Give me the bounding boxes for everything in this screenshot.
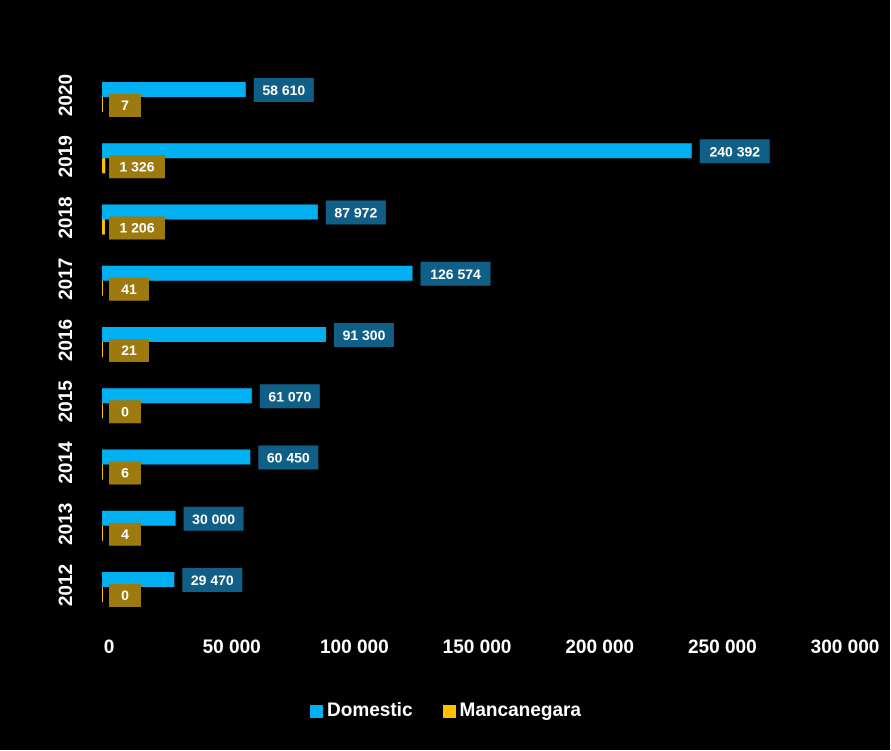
data-label-bg-mancanegara-2013 — [109, 522, 141, 546]
data-label-domestic-2012: 29 470 — [191, 572, 234, 588]
data-label-domestic-2013: 30 000 — [192, 511, 235, 527]
data-label-bg-mancanegara-2012 — [109, 584, 141, 607]
bar-domestic-2019 — [102, 143, 692, 159]
data-label-bg-domestic-2017 — [420, 261, 491, 286]
bar-domestic-2014 — [102, 449, 251, 465]
category-label-2014: 2014 — [56, 441, 77, 484]
category-label-2020: 2020 — [56, 74, 77, 116]
data-label-domestic-2020: 58 610 — [262, 82, 305, 98]
bar-mancanegara-2016 — [102, 342, 103, 357]
data-label-bg-domestic-2014 — [258, 445, 319, 470]
x-tick-label-5: 250 000 — [688, 637, 757, 658]
category-label-2016: 2016 — [56, 319, 77, 361]
data-label-mancanegara-2016: 21 — [121, 342, 137, 358]
data-label-mancanegara-2013: 4 — [121, 526, 129, 542]
data-label-bg-domestic-2013 — [183, 506, 244, 531]
data-label-mancanegara-2018: 1 206 — [119, 220, 154, 236]
bar-mancanegara-2015 — [102, 403, 103, 419]
category-label-2012: 2012 — [56, 564, 77, 606]
bar-domestic-2018 — [102, 204, 318, 220]
bar-mancanegara-2013 — [102, 525, 103, 541]
x-tick-label-2: 100 000 — [320, 637, 389, 658]
data-label-bg-mancanegara-2015 — [109, 400, 141, 424]
data-label-bg-domestic-2012 — [182, 568, 243, 592]
data-label-bg-domestic-2020 — [253, 78, 314, 102]
bar-mancanegara-2020 — [102, 97, 103, 112]
bar-mancanegara-2017 — [102, 280, 103, 296]
bar-mancanegara-2012 — [102, 587, 103, 602]
data-label-domestic-2019: 240 392 — [709, 143, 760, 159]
x-tick-label-3: 150 000 — [443, 637, 512, 658]
data-label-domestic-2017: 126 574 — [430, 266, 481, 282]
bar-mancanegara-2019 — [102, 158, 106, 174]
legend-label-mancanegara: Mancanegara — [459, 700, 581, 721]
bar-domestic-2015 — [102, 388, 252, 404]
data-label-mancanegara-2015: 0 — [121, 403, 129, 419]
x-tick-label-0: 0 — [104, 637, 115, 658]
legend-swatch-mancanegara — [442, 704, 456, 718]
data-label-mancanegara-2017: 41 — [121, 281, 137, 297]
data-label-mancanegara-2020: 7 — [121, 97, 129, 113]
x-tick-label-6: 300 000 — [811, 637, 880, 658]
data-label-mancanegara-2012: 0 — [121, 587, 129, 603]
data-label-domestic-2014: 60 450 — [267, 450, 310, 466]
data-label-bg-mancanegara-2016 — [109, 339, 149, 362]
legend-item-domestic: Domestic — [310, 700, 413, 722]
legend-item-mancanegara: Mancanegara — [442, 700, 581, 722]
x-tick-label-4: 200 000 — [565, 637, 634, 658]
data-label-mancanegara-2019: 1 326 — [119, 158, 154, 174]
data-label-mancanegara-2014: 6 — [121, 465, 129, 481]
x-tick-label-1: 50 000 — [203, 637, 261, 658]
data-label-bg-domestic-2015 — [259, 384, 320, 409]
data-label-bg-mancanegara-2017 — [109, 277, 149, 301]
legend-swatch-domestic — [310, 704, 323, 718]
data-label-bg-mancanegara-2020 — [109, 94, 141, 117]
bar-domestic-2017 — [102, 265, 413, 281]
data-label-bg-mancanegara-2018 — [109, 216, 165, 240]
data-label-domestic-2018: 87 972 — [334, 205, 377, 221]
bar-domestic-2016 — [102, 327, 326, 342]
data-label-bg-domestic-2019 — [699, 139, 770, 164]
bar-domestic-2012 — [102, 572, 175, 587]
bar-mancanegara-2014 — [102, 464, 103, 480]
data-label-bg-domestic-2018 — [325, 200, 386, 225]
category-label-2017: 2017 — [56, 258, 77, 300]
data-label-domestic-2016: 91 300 — [343, 327, 386, 343]
category-label-2019: 2019 — [56, 135, 77, 177]
bar-domestic-2020 — [102, 82, 246, 97]
category-label-2018: 2018 — [56, 196, 77, 238]
legend-label-domestic: Domestic — [327, 700, 413, 721]
data-label-bg-mancanegara-2019 — [109, 155, 165, 179]
data-label-bg-domestic-2016 — [333, 323, 394, 347]
data-label-bg-mancanegara-2014 — [109, 461, 141, 485]
category-label-2013: 2013 — [56, 503, 77, 545]
bar-domestic-2013 — [102, 510, 176, 526]
category-label-2015: 2015 — [56, 380, 77, 423]
data-label-domestic-2015: 61 070 — [268, 388, 311, 404]
bar-mancanegara-2018 — [102, 219, 105, 235]
legend: Domestic Mancanegara — [0, 700, 891, 722]
